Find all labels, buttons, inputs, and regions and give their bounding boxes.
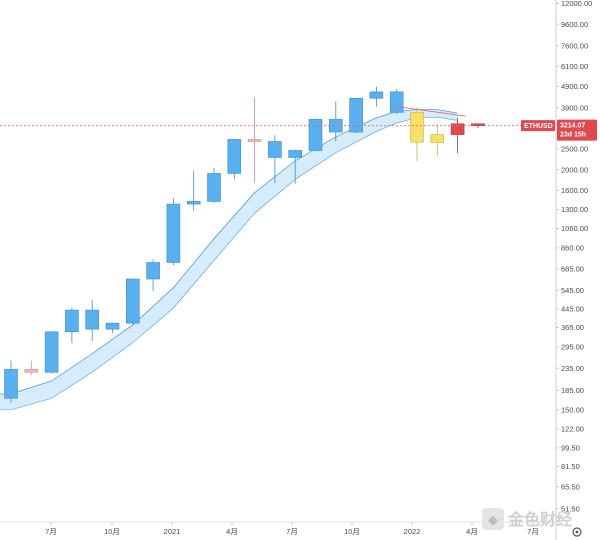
candle[interactable] [349,97,363,134]
y-tick-label: 1600.00 [561,186,588,195]
candle[interactable] [288,149,303,184]
x-tick-label: 4月 [466,527,478,536]
ma-band-upper [0,109,458,395]
candle-body [24,369,39,373]
candle-body [268,141,282,158]
y-tick-label: 9600.00 [561,20,588,29]
candle[interactable] [186,170,201,212]
candle[interactable] [430,124,445,157]
candle-body [450,123,465,135]
y-tick-label: 445.00 [561,305,584,314]
candle[interactable] [65,307,79,344]
y-tick-label: 685.00 [561,265,584,274]
candle[interactable] [126,278,140,325]
watermark: ◆ 金色财经 [482,508,572,530]
x-tick-label: 10月 [344,527,360,536]
x-tick-label: 2021 [164,527,181,536]
y-tick-label: 81.50 [561,462,580,471]
y-tick-label: 295.00 [561,343,584,352]
y-tick-label: 365.00 [561,323,584,332]
y-tick-label: 1300.00 [561,205,588,214]
candle[interactable] [146,259,160,292]
candle[interactable] [247,96,262,184]
trend-segment [396,106,466,117]
x-tick-label: 7月 [45,527,57,536]
candle[interactable] [207,167,221,203]
y-tick-label: 122.00 [561,425,584,434]
candles[interactable] [4,86,485,403]
x-tick-label: 7月 [527,527,539,536]
candle[interactable] [450,118,465,154]
y-tick-label: 12000.00 [561,0,592,8]
y-axis-background [556,0,600,540]
candle-body [166,203,181,263]
candle-body [146,262,160,280]
x-tick-label: 4月 [226,527,238,536]
countdown-label: 23d 15h [560,132,586,139]
candle-body [207,173,221,202]
y-tick-label: 860.00 [561,244,584,253]
candle-body [389,91,404,113]
candle[interactable] [85,300,99,342]
symbol-tag: ETHUSD [524,123,553,130]
x-tick-label: 7月 [286,527,298,536]
y-tick-label: 235.00 [561,364,584,373]
candle-body [65,309,79,333]
candle-body [186,201,201,205]
candle[interactable] [4,360,18,403]
y-tick-label: 2000.00 [561,165,588,174]
y-tick-label: 7600.00 [561,41,588,50]
candle-body [4,369,18,399]
last-price-label: 3214.07 [560,123,585,130]
candle-body [288,150,303,158]
candle-body [85,309,99,330]
y-tick-label: 150.00 [561,405,584,414]
trend-line [396,106,466,117]
candle-body [410,112,424,143]
candle-body [430,134,445,143]
candle-body [105,322,120,330]
y-tick-label: 2500.00 [561,145,588,154]
y-tick-label: 65.50 [561,482,580,491]
y-tick-label: 6100.00 [561,62,588,71]
y-tick-label: 51.50 [561,505,580,514]
candle-body [247,139,262,142]
candle-body [44,331,59,373]
candle[interactable] [389,89,404,115]
candle[interactable] [410,107,424,162]
y-tick-label: 545.00 [561,286,584,295]
candle-body [369,91,384,99]
candle-body [126,278,140,324]
watermark-logo-glyph: ◆ [488,513,498,528]
candle[interactable] [24,360,39,376]
x-tick-label: 10月 [104,527,120,536]
y-tick-label: 1060.00 [561,224,588,233]
symbol-tag-bg [521,120,555,132]
candle[interactable] [328,101,343,142]
watermark-text: 金色财经 [507,510,572,529]
candle[interactable] [308,118,323,152]
candle[interactable] [227,139,242,180]
candle[interactable] [166,198,181,266]
candle[interactable] [369,86,384,107]
candle-body [308,119,323,151]
candle[interactable] [268,135,282,184]
candle-body [227,139,242,174]
y-tick-label: 3900.00 [561,103,588,112]
y-tick-label: 99.50 [561,444,580,453]
y-axis-ticks: 12000.00 9600.00 7600.00 6100.00 4900.00 3900… [556,0,592,514]
price-tag: ETHUSD 3214.07 23d 15h [521,119,597,141]
candle-body [349,97,363,133]
candle[interactable] [105,322,120,334]
candle[interactable] [44,331,59,374]
watermark-logo-icon [482,508,504,530]
x-tick-label: 2022 [404,527,421,536]
y-tick-label: 185.00 [561,386,584,395]
gear-icon[interactable] [572,527,582,537]
last-price-tag-bg [557,119,597,141]
x-axis-ticks: 7月 10月 2021 4月 7月 10月 2022 4月 7月 [45,522,539,536]
y-tick-label: 4900.00 [561,82,588,91]
